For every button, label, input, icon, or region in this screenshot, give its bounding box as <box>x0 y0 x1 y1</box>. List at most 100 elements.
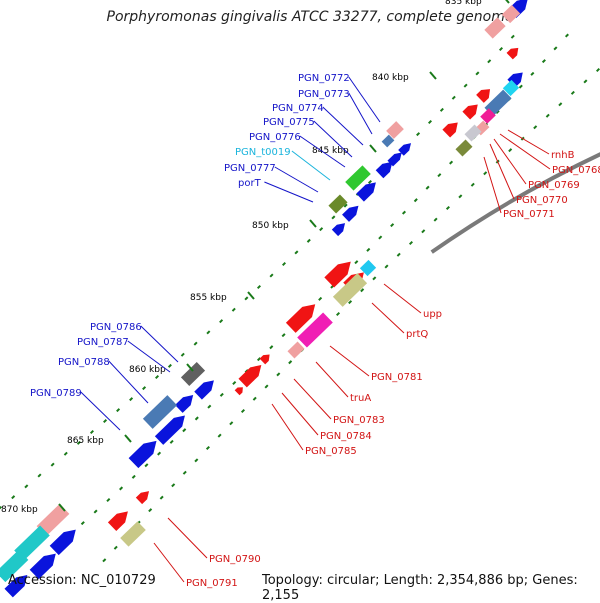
guide-dot <box>276 372 281 377</box>
forward-gene-label: PGN_t0019 <box>235 147 291 158</box>
label-leader <box>80 391 121 431</box>
label-leader <box>315 361 349 398</box>
gene-arrow <box>331 223 346 237</box>
guide-dot <box>343 203 348 208</box>
gene-block <box>180 362 206 386</box>
gene-block <box>502 79 520 97</box>
guide-dot <box>331 215 336 220</box>
guide-dot <box>390 223 395 228</box>
label-leader <box>281 392 319 436</box>
guide-dot <box>541 59 546 64</box>
label-leader <box>499 133 551 170</box>
gene-feature <box>507 72 523 88</box>
reverse-gene-label: prtQ <box>406 329 428 340</box>
label-leader <box>329 345 370 377</box>
guide-dot <box>76 440 81 445</box>
guide-dot <box>144 463 149 468</box>
reverse-gene-label: PGN_0785 <box>305 446 357 457</box>
guide-dot <box>294 250 299 255</box>
reverse-gene-label: PGN_0784 <box>320 431 372 442</box>
guide-dot <box>217 433 222 438</box>
guide-dot <box>372 276 377 281</box>
gene-feature <box>342 205 359 222</box>
gene-feature <box>128 440 157 469</box>
gene-feature <box>386 121 404 139</box>
guide-dot <box>366 247 371 252</box>
guide-dot <box>129 397 134 402</box>
label-leader <box>127 340 171 373</box>
guide-dot <box>269 345 274 350</box>
guide-dot <box>281 333 286 338</box>
gene-block <box>120 521 146 547</box>
gene-arrow <box>259 354 270 365</box>
guide-dot <box>171 483 176 488</box>
forward-gene-label: PGN_0789 <box>30 388 82 399</box>
gene-block <box>484 89 512 117</box>
guide-dot <box>50 462 55 467</box>
guide-dot <box>232 380 237 385</box>
tick-mark <box>58 503 66 512</box>
label-leader <box>493 138 527 185</box>
forward-gene-label: porT <box>238 178 262 189</box>
gene-feature <box>506 47 519 60</box>
forward-gene-label: PGN_0775 <box>263 117 315 128</box>
guide-dot <box>458 194 463 199</box>
gene-arrow <box>194 380 214 400</box>
guide-dot <box>451 95 456 100</box>
guide-dot <box>219 319 224 324</box>
gene-feature <box>194 380 214 400</box>
guide-dot <box>264 384 269 389</box>
gene-block <box>14 525 50 561</box>
guide-dot <box>113 545 118 550</box>
label-leader <box>140 325 179 363</box>
gene-feature <box>375 161 393 179</box>
tick-label: 835 kbp <box>445 0 482 7</box>
guide-dot <box>336 312 341 317</box>
guide-dot <box>206 330 211 335</box>
guide-dot <box>182 470 187 475</box>
gene-feature <box>502 79 520 97</box>
forward-gene-label: PGN_0787 <box>77 337 129 348</box>
forward-gene-label: PGN_0774 <box>272 103 324 114</box>
gene-feature <box>107 511 128 531</box>
guide-dot <box>37 473 42 478</box>
guide-dot <box>256 284 261 289</box>
tick-label: 855 kbp <box>190 293 227 303</box>
gene-feature <box>120 521 146 547</box>
guide-dot <box>306 238 311 243</box>
guide-dot <box>439 107 444 112</box>
tick-mark <box>124 434 132 443</box>
tick-label: 850 kbp <box>252 221 289 231</box>
guide-dot <box>119 486 124 491</box>
gene-feature <box>259 354 270 365</box>
gene-feature <box>359 259 377 277</box>
gene-arrow <box>234 387 243 396</box>
guide-dot <box>167 363 172 368</box>
tick-label: 860 kbp <box>129 365 166 375</box>
gene-arrow <box>506 47 519 60</box>
guide-dot <box>205 445 210 450</box>
guide-dot <box>378 235 383 240</box>
gene-feature <box>484 17 506 39</box>
gene-feature <box>476 89 491 103</box>
gene-block <box>501 4 521 24</box>
guide-dot <box>207 404 212 409</box>
tick-mark <box>186 363 194 372</box>
gene-features <box>0 0 528 598</box>
guide-dot <box>483 171 488 176</box>
guide-dot <box>510 34 515 39</box>
reverse-gene-label: PGN_0768 <box>552 165 600 176</box>
gene-arrow <box>135 491 150 505</box>
forward-gene-label: PGN_0776 <box>249 132 301 143</box>
guide-dot <box>131 474 136 479</box>
gene-arrow <box>4 574 28 598</box>
gene-block <box>328 194 348 214</box>
gene-block <box>287 341 305 359</box>
guide-dot <box>595 67 600 73</box>
guide-dot <box>408 240 413 245</box>
label-leader <box>489 143 515 200</box>
guide-dot <box>437 173 442 178</box>
gene-arrow <box>128 440 157 469</box>
guide-dot <box>281 261 287 267</box>
